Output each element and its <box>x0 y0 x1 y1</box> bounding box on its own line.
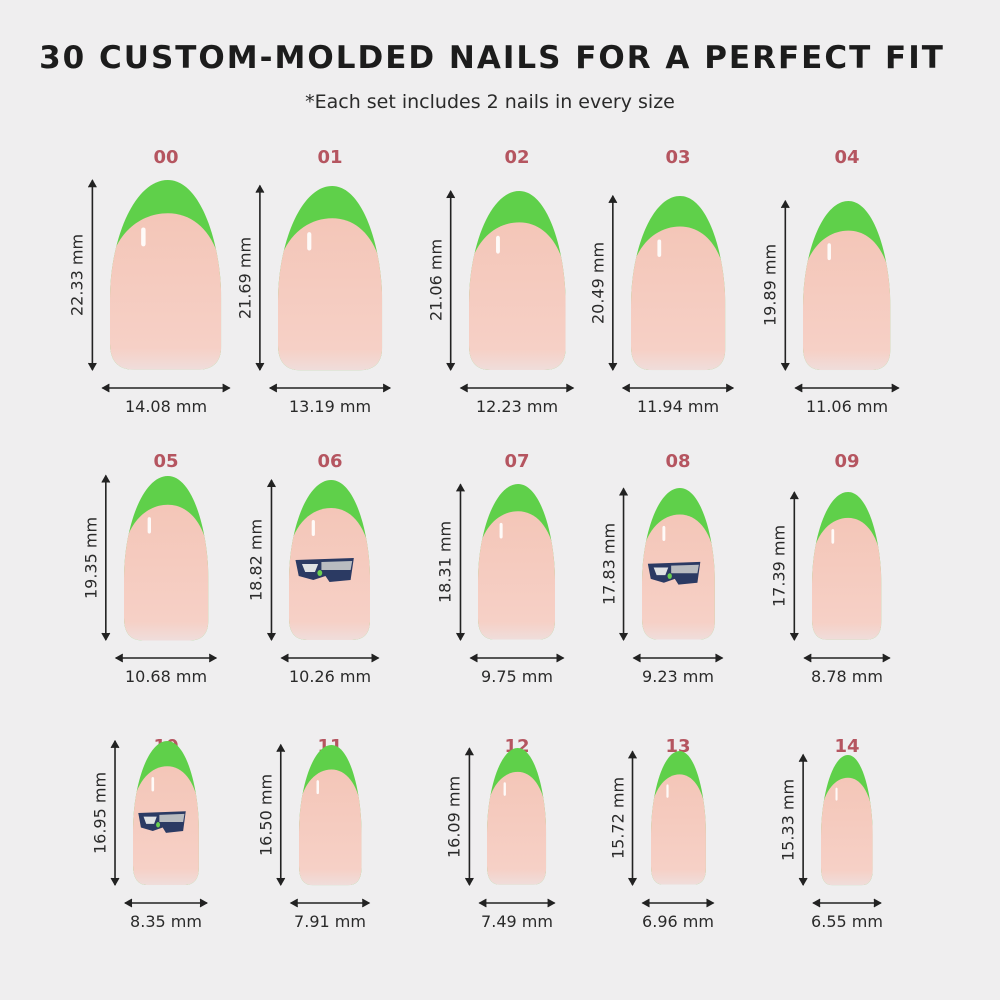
nail-size-label: 00 <box>153 147 179 168</box>
length-label: 19.89 mm <box>760 244 780 327</box>
length-arrow <box>446 189 456 372</box>
width-arrow <box>101 383 231 393</box>
width-arrow <box>641 898 715 908</box>
width-label: 8.35 mm <box>130 912 202 931</box>
width-label: 13.19 mm <box>288 397 372 416</box>
nail-image <box>289 480 371 640</box>
width-label: 12.23 mm <box>475 397 559 416</box>
width-label: 9.23 mm <box>642 667 714 686</box>
nail-image <box>133 740 199 885</box>
length-arrow <box>87 179 97 372</box>
length-label: 17.39 mm <box>769 525 789 608</box>
length-label: 22.33 mm <box>67 234 87 317</box>
length-label: 16.50 mm <box>256 773 276 856</box>
nail-size-label: 07 <box>504 451 530 472</box>
length-arrow <box>464 747 474 887</box>
length-arrow <box>276 743 286 887</box>
nail-size-label: 04 <box>834 147 860 168</box>
width-arrow <box>280 653 380 663</box>
width-label: 7.91 mm <box>294 912 366 931</box>
nail-size-label: 09 <box>834 451 860 472</box>
nail-size-label: 03 <box>665 147 691 168</box>
width-arrow <box>794 383 900 393</box>
length-label: 15.33 mm <box>778 778 798 861</box>
width-label: 11.94 mm <box>636 397 720 416</box>
nail-image <box>803 200 891 370</box>
nail-image <box>478 484 556 640</box>
width-arrow <box>621 383 735 393</box>
length-arrow <box>110 739 120 887</box>
length-arrow <box>628 750 637 887</box>
width-label: 9.75 mm <box>481 667 553 686</box>
nail-image <box>650 751 706 885</box>
width-label: 14.08 mm <box>124 397 208 416</box>
length-arrow <box>255 184 265 372</box>
length-arrow <box>101 474 111 642</box>
nail-size-label: 06 <box>317 451 343 472</box>
nail-image <box>123 475 209 640</box>
nail-image <box>468 190 566 370</box>
width-arrow <box>632 653 724 663</box>
nail-size-label: 08 <box>665 451 691 472</box>
width-arrow <box>124 898 208 908</box>
length-label: 15.72 mm <box>608 777 627 860</box>
width-arrow <box>289 898 371 908</box>
nail-image <box>630 195 726 370</box>
length-arrow <box>780 199 790 372</box>
width-arrow <box>478 898 556 908</box>
width-label: 8.78 mm <box>811 667 883 686</box>
page-title: 30 CUSTOM-MOLDED NAILS FOR A PERFECT FIT <box>39 40 945 76</box>
nail-image <box>641 488 715 640</box>
length-arrow <box>789 491 799 642</box>
width-arrow <box>459 383 575 393</box>
length-arrow <box>267 479 276 642</box>
nail-image <box>298 744 362 885</box>
nail-size-label: 13 <box>665 736 691 757</box>
nail-image <box>110 180 222 370</box>
width-label: 6.96 mm <box>642 912 714 931</box>
length-arrow <box>619 487 628 642</box>
subtitle: *Each set includes 2 nails in every size <box>305 91 675 113</box>
width-arrow <box>268 383 392 393</box>
length-label: 21.06 mm <box>426 239 446 322</box>
width-arrow <box>803 653 891 663</box>
width-arrow <box>469 653 565 663</box>
seahawks-logo-icon <box>138 811 186 833</box>
length-label: 21.69 mm <box>235 236 255 319</box>
length-label: 20.49 mm <box>588 241 608 324</box>
nail-size-label: 05 <box>153 451 179 472</box>
width-label: 10.68 mm <box>124 667 208 686</box>
nail-image <box>812 492 882 640</box>
length-label: 16.09 mm <box>444 775 464 858</box>
width-label: 10.26 mm <box>288 667 372 686</box>
width-label: 6.55 mm <box>811 912 883 931</box>
width-label: 11.06 mm <box>805 397 889 416</box>
nail-image <box>277 185 383 370</box>
nail-size-label: 02 <box>504 147 530 168</box>
length-arrow <box>456 483 465 642</box>
nail-image <box>821 754 873 885</box>
nail-size-label: 14 <box>834 736 860 757</box>
width-arrow <box>114 653 218 663</box>
length-arrow <box>798 753 808 887</box>
length-label: 17.83 mm <box>599 523 619 606</box>
nail-size-label: 01 <box>317 147 343 168</box>
seahawks-logo-icon <box>295 558 355 582</box>
length-label: 18.31 mm <box>435 521 455 604</box>
length-label: 18.82 mm <box>246 518 266 602</box>
length-label: 16.95 mm <box>90 771 110 854</box>
width-arrow <box>812 898 882 908</box>
width-label: 7.49 mm <box>481 912 553 931</box>
nail-image <box>487 748 547 885</box>
length-label: 19.35 mm <box>81 516 101 599</box>
seahawks-logo-icon <box>647 562 700 586</box>
length-arrow <box>608 194 618 372</box>
